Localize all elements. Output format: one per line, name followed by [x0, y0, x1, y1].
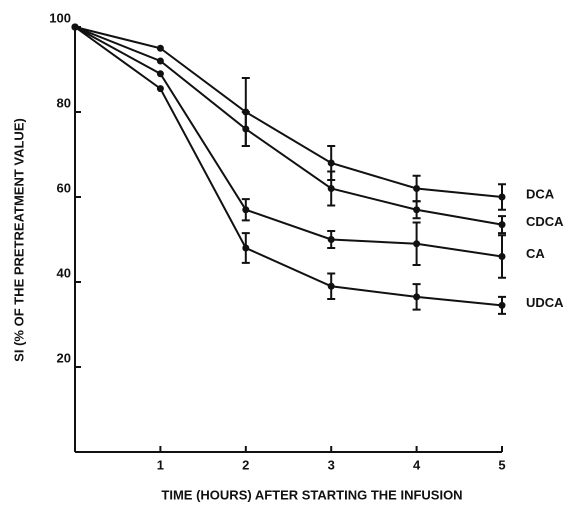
- series-label: CDCA: [526, 214, 564, 229]
- series-line: [74, 26, 503, 198]
- y-tick-label: 100: [49, 10, 71, 25]
- series-line: [74, 26, 503, 226]
- x-tick-label: 4: [413, 457, 421, 472]
- data-point: [327, 159, 335, 167]
- series-line: [74, 26, 503, 307]
- data-point: [156, 70, 164, 78]
- series-label: CA: [526, 246, 545, 261]
- y-tick-label: 20: [57, 350, 71, 365]
- data-point: [413, 206, 421, 214]
- y-tick-label: 60: [57, 180, 71, 195]
- series-label: DCA: [526, 186, 555, 201]
- data-point: [498, 221, 506, 229]
- data-point: [498, 301, 506, 309]
- data-point: [242, 206, 250, 214]
- data-point: [413, 293, 421, 301]
- series-label: UDCA: [526, 295, 564, 310]
- y-axis-label: SI (% OF THE PRETREATMENT VALUE): [11, 118, 26, 362]
- data-point: [498, 193, 506, 201]
- y-tick-label: 80: [57, 95, 71, 110]
- data-point: [498, 253, 506, 260]
- x-tick-label: 1: [157, 457, 164, 472]
- data-point: [156, 44, 164, 52]
- data-point: [413, 240, 421, 248]
- x-tick-label: 5: [498, 457, 505, 472]
- x-tick-label: 2: [242, 457, 249, 472]
- data-point: [71, 23, 79, 31]
- series-line: [74, 26, 503, 258]
- data-point: [242, 244, 250, 252]
- data-point: [156, 85, 164, 93]
- data-point: [156, 57, 164, 65]
- x-axis-label: TIME (HOURS) AFTER STARTING THE INFUSION: [161, 487, 462, 502]
- data-point: [327, 282, 335, 290]
- data-point: [413, 185, 421, 192]
- x-tick-label: 3: [328, 457, 335, 472]
- y-tick-label: 40: [57, 265, 71, 280]
- data-point: [327, 236, 335, 243]
- data-point: [327, 185, 335, 192]
- data-point: [242, 125, 250, 133]
